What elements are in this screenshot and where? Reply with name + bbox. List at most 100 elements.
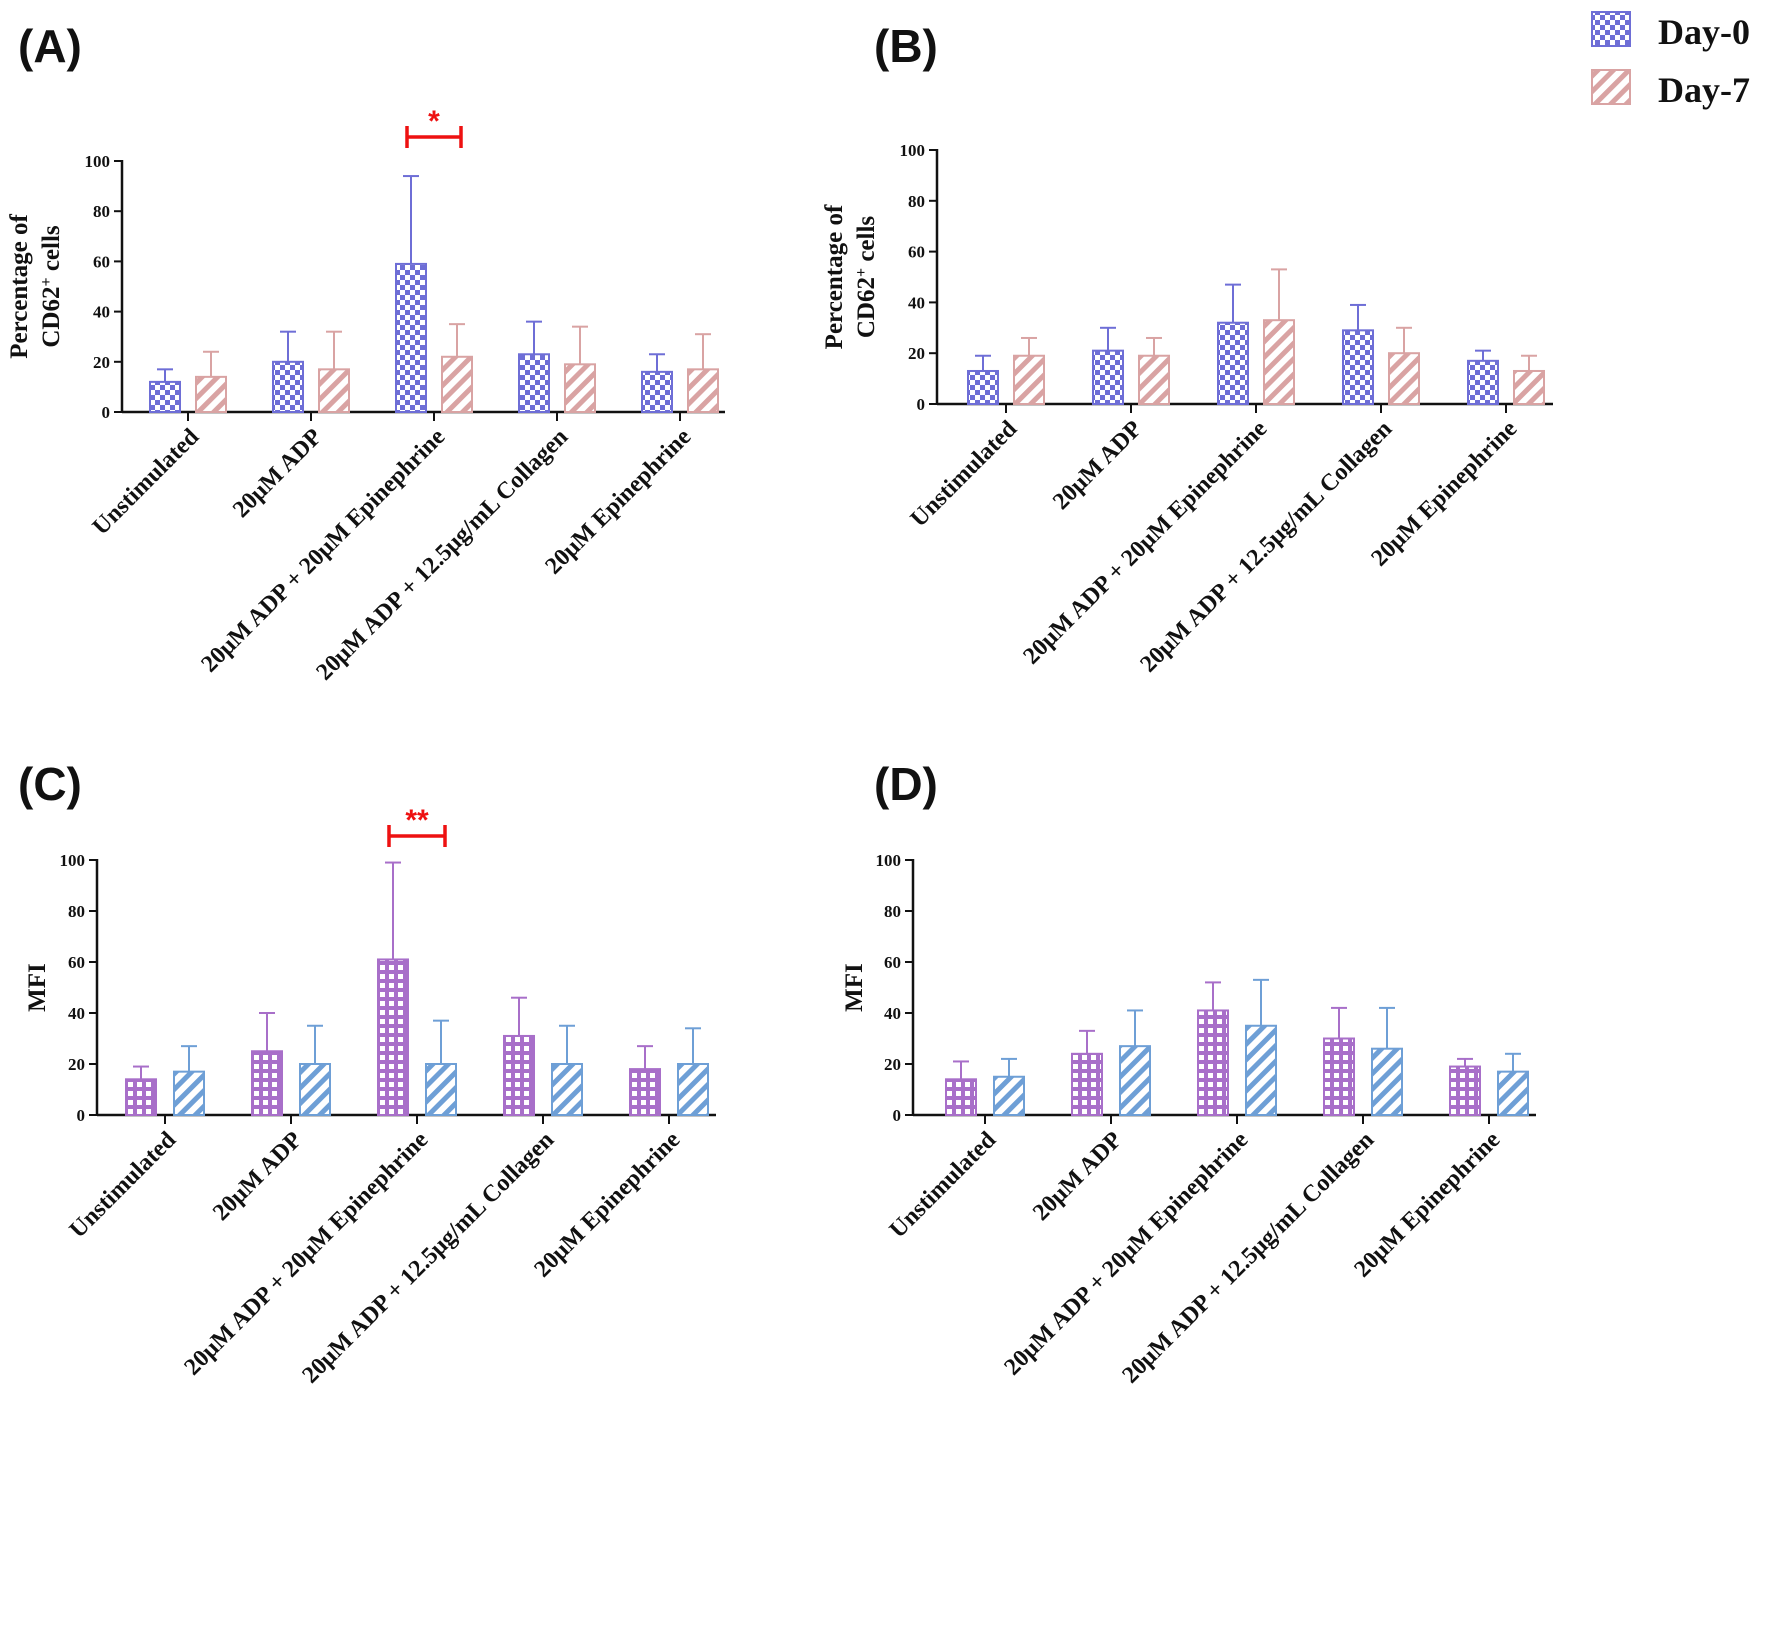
- bar-day-7: [1245, 1024, 1277, 1116]
- legend-label-day0: Day-0: [1658, 12, 1750, 52]
- y-tick-label: 60: [68, 953, 85, 972]
- bar-day-0: [641, 370, 673, 413]
- bar-day-0: [149, 380, 181, 414]
- bar-day-0: [1071, 1052, 1103, 1117]
- panel-d: (D) 0 20 40 60 80 100 MFI Unstimulated 20μM ADP20…: [841, 758, 1536, 1389]
- x-category-label: 20μM ADP: [1048, 416, 1147, 515]
- x-category-label: 20μM ADP: [208, 1127, 307, 1226]
- y-tick-label: 40: [93, 303, 110, 322]
- y-tick-label: 80: [68, 902, 85, 921]
- x-category-label: Unstimulated: [65, 1126, 182, 1243]
- y-tick-label: 80: [908, 192, 925, 211]
- bar-day-0: [251, 1050, 283, 1116]
- bar-day-0: [945, 1078, 977, 1117]
- x-category-label: 20μM ADP: [228, 424, 327, 523]
- bar-day-7: [1388, 352, 1420, 406]
- y-tick-label: 100: [85, 152, 111, 171]
- bar-day-0: [518, 353, 550, 413]
- bar-day-7: [551, 1063, 583, 1116]
- x-category-label: Unstimulated: [906, 415, 1023, 532]
- legend-swatch-day7: [1591, 69, 1631, 105]
- y-axis-title-line2: CD62+ cells: [853, 216, 881, 339]
- x-category-label: Unstimulated: [885, 1126, 1002, 1243]
- bar-day-0: [1197, 1009, 1229, 1117]
- x-category-label: 20μM ADP + 12.5μg/mL Collagen: [311, 424, 573, 686]
- bar-day-7: [1119, 1045, 1151, 1117]
- panel-label: (C): [18, 758, 82, 810]
- bar-day-7: [687, 368, 719, 413]
- bar-day-7: [441, 355, 473, 413]
- legend-label-day7: Day-7: [1658, 70, 1750, 110]
- bar-day-0: [272, 360, 304, 413]
- y-axis-title-line2: CD62+ cells: [38, 225, 66, 348]
- x-category-label: 20μM ADP + 12.5μg/mL Collagen: [1117, 1127, 1379, 1389]
- bar-day-7: [195, 375, 227, 413]
- y-axis-title: MFI: [24, 963, 51, 1012]
- bar-day-7: [993, 1075, 1025, 1116]
- x-category-label: 20μM ADP + 20μM Epinephrine: [196, 424, 450, 678]
- y-tick-label: 100: [900, 141, 926, 160]
- x-category-label: Unstimulated: [88, 423, 205, 540]
- panel-c: (C) 0 20 40 60 80 100 MFI Unstimulated 20μM ADP20…: [18, 758, 716, 1389]
- y-tick-label: 100: [60, 851, 86, 870]
- bar-day-7: [677, 1063, 709, 1116]
- bar-day-0: [1092, 349, 1124, 406]
- y-tick-label: 60: [884, 953, 901, 972]
- y-axis-title: Percentage of: [6, 214, 33, 359]
- bar-day-7: [564, 363, 596, 413]
- bar-day-0: [125, 1078, 157, 1117]
- x-category-label: 20μM ADP + 12.5μg/mL Collagen: [297, 1127, 559, 1389]
- legend-swatch-day0: [1591, 11, 1631, 47]
- y-tick-label: 20: [93, 353, 110, 372]
- y-tick-label: 40: [908, 293, 925, 312]
- bar-day-7: [1013, 354, 1045, 405]
- y-tick-label: 60: [93, 252, 110, 271]
- bar-day-7: [1497, 1070, 1529, 1117]
- significance-label: **: [405, 804, 429, 837]
- bar-day-0: [967, 369, 999, 406]
- y-tick-label: 20: [68, 1055, 85, 1074]
- y-tick-label: 40: [884, 1004, 901, 1023]
- bar-day-7: [1263, 319, 1295, 405]
- panel-b: (B) 0 20 40 60 80 100 Percentage of CD62+ cells U…: [821, 20, 1553, 678]
- x-category-label: 20μM ADP: [1028, 1127, 1127, 1226]
- bar-day-7: [318, 368, 350, 413]
- bar-day-0: [1217, 321, 1249, 405]
- y-tick-label: 20: [884, 1055, 901, 1074]
- y-tick-label: 100: [876, 851, 902, 870]
- y-tick-label: 20: [908, 344, 925, 363]
- bar-day-7: [1138, 354, 1170, 405]
- y-axis-title: Percentage of: [821, 204, 848, 349]
- bar-day-0: [1467, 359, 1499, 406]
- bar-day-7: [299, 1063, 331, 1116]
- panel-label: (B): [874, 20, 938, 72]
- panel-label: (D): [874, 758, 938, 810]
- bar-day-7: [425, 1063, 457, 1116]
- bar-day-7: [1371, 1047, 1403, 1116]
- y-tick-label: 0: [917, 395, 926, 414]
- bar-day-7: [173, 1070, 205, 1117]
- bar-day-0: [1449, 1065, 1481, 1117]
- y-tick-label: 80: [93, 202, 110, 221]
- x-category-label: 20μM ADP + 20μM Epinephrine: [999, 1127, 1253, 1381]
- y-tick-label: 0: [893, 1106, 902, 1125]
- bar-day-0: [1342, 329, 1374, 405]
- y-tick-label: 40: [68, 1004, 85, 1023]
- bar-day-0: [1323, 1037, 1355, 1116]
- y-tick-label: 0: [102, 403, 111, 422]
- bar-day-0: [377, 958, 409, 1117]
- panel-a: (A) 0 20 40 60 80 100 Percentage of CD62+ cells U…: [6, 20, 725, 686]
- bar-day-0: [503, 1034, 535, 1116]
- x-category-label: 20μM ADP + 20μM Epinephrine: [179, 1127, 433, 1381]
- legend: Day-0 Day-7: [1591, 11, 1750, 110]
- x-category-label: 20μM ADP + 20μM Epinephrine: [1018, 416, 1272, 670]
- y-axis-title: MFI: [841, 963, 868, 1012]
- x-category-label: 20μM ADP + 12.5μg/mL Collagen: [1135, 416, 1397, 678]
- bar-day-7: [1513, 369, 1545, 406]
- significance-label: *: [428, 105, 440, 138]
- y-tick-label: 0: [77, 1106, 86, 1125]
- panel-label: (A): [18, 20, 82, 72]
- bar-day-0: [395, 262, 427, 413]
- y-tick-label: 80: [884, 902, 901, 921]
